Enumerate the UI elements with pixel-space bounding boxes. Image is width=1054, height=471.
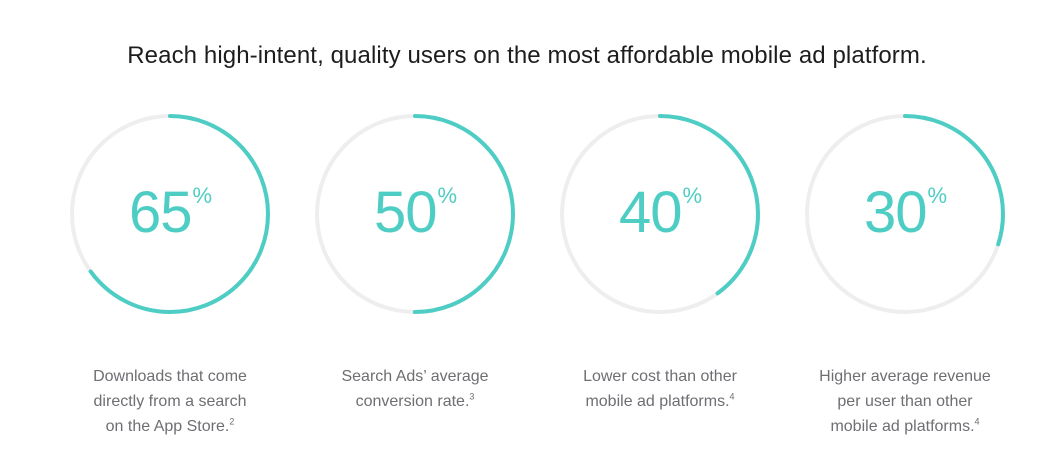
caption-line: Downloads that come [93,368,247,385]
stat-number: 30 [863,180,928,245]
ring-graphic [560,114,760,314]
stat-caption: Lower cost than other mobile ad platform… [545,364,775,414]
caption-line: per user than other [837,393,973,410]
progress-ring [805,114,1005,314]
percent-sign: % [437,183,457,208]
footnote-marker: 2 [229,416,235,427]
percent-sign: % [192,183,212,208]
footnote-marker: 4 [729,391,735,402]
ring-graphic [315,114,515,314]
ring-progress-arc [315,114,515,314]
progress-ring [315,114,515,314]
caption-line: on the App Store. [105,418,230,435]
ring-progress-arc [560,114,760,314]
stat-caption: Higher average revenue per user than oth… [790,364,1020,439]
stats-row: 65% Downloads that come directly from a … [0,114,1054,454]
ring-graphic [805,114,1005,314]
ring-progress-arc [70,114,270,314]
page-headline: Reach high-intent, quality users on the … [127,42,927,70]
stat-value: 65% [70,178,270,248]
caption-line: conversion rate. [355,393,470,410]
percent-sign: % [682,183,702,208]
stat-number: 40 [618,180,683,245]
caption-line: mobile ad platforms. [830,418,975,435]
stat-number: 65 [128,180,193,245]
stat-card-lower-cost: 40% Lower cost than other mobile ad plat… [560,114,760,454]
caption-line: directly from a search [93,393,247,410]
stat-card-conversion: 50% Search Ads’ average conversion rate.… [315,114,515,454]
caption-line: mobile ad platforms. [585,393,730,410]
stat-value: 30% [805,178,1005,248]
footnote-marker: 3 [469,391,475,402]
caption-line: Lower cost than other [583,368,737,385]
stat-value: 50% [315,178,515,248]
stat-caption: Downloads that come directly from a sear… [55,364,285,439]
progress-ring [560,114,760,314]
stat-number: 50 [373,180,438,245]
stat-value: 40% [560,178,760,248]
percent-sign: % [927,183,947,208]
progress-ring [70,114,270,314]
caption-line: Higher average revenue [819,368,991,385]
footnote-marker: 4 [974,416,980,427]
stat-card-revenue: 30% Higher average revenue per user than… [805,114,1005,454]
caption-line: Search Ads’ average [341,368,489,385]
ring-graphic [70,114,270,314]
stat-caption: Search Ads’ average conversion rate.3 [300,364,530,414]
ring-progress-arc [805,114,1005,314]
stat-card-downloads: 65% Downloads that come directly from a … [70,114,270,454]
